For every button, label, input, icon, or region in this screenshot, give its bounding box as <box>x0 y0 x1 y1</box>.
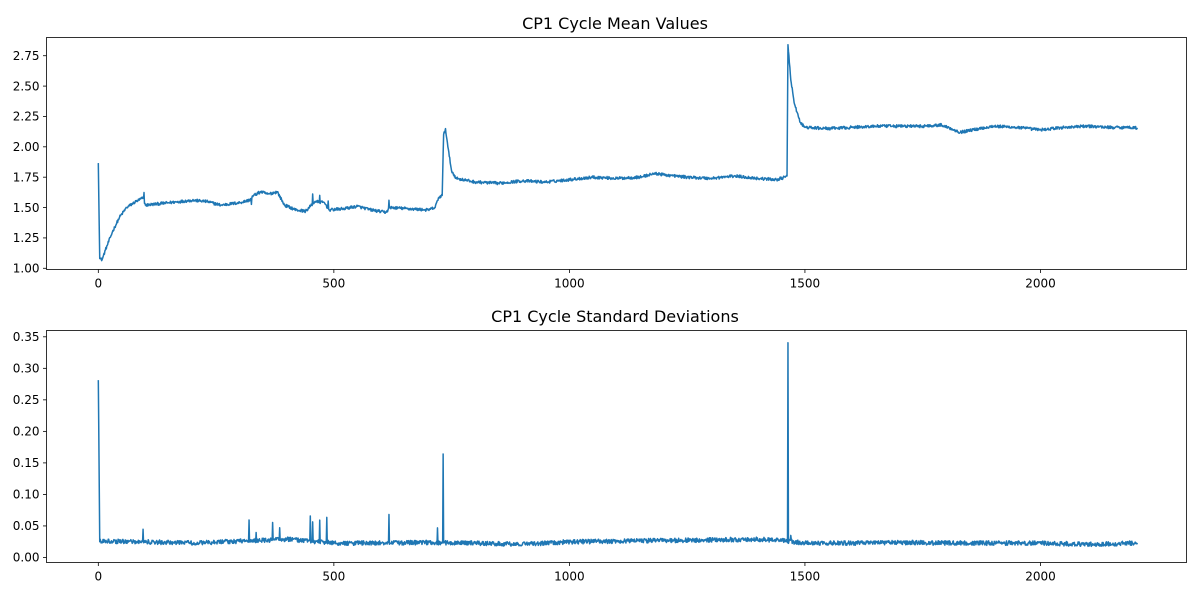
std-deviations-x-tick-label: 500 <box>322 570 345 584</box>
std-deviations-x-tick-label: 0 <box>94 570 102 584</box>
std-deviations-y-tick-label: 0.20 <box>13 425 40 439</box>
std-deviations-title: CP1 Cycle Standard Deviations <box>491 307 739 326</box>
mean-values-x-tick-label: 1000 <box>554 277 585 291</box>
std-deviations-panel: CP1 Cycle Standard Deviations 0 500 1000 15… <box>13 307 1187 584</box>
mean-values-y-tick-label: 1.50 <box>13 201 40 215</box>
std-deviations-y-tick-label: 0.05 <box>13 519 40 533</box>
mean-values-marks <box>97 44 1139 262</box>
std-deviations-y-tick-label: 0.10 <box>13 488 40 502</box>
mean-values-series-line <box>97 44 1139 262</box>
mean-values-x-tick-label: 2000 <box>1025 277 1056 291</box>
std-deviations-x-tick-label: 1500 <box>790 570 821 584</box>
mean-values-y-tick-label: 2.25 <box>13 110 40 124</box>
mean-values-x-tick-label: 0 <box>94 277 102 291</box>
std-deviations-x-tick-label: 2000 <box>1025 570 1056 584</box>
mean-values-y-tick-label: 2.00 <box>13 140 40 154</box>
std-deviations-ticks: 0 500 1000 1500 2000 0.00 0.05 0.10 0.15 0.20 0.25… <box>13 330 1056 583</box>
mean-values-y-tick-label: 1.25 <box>13 231 40 245</box>
std-deviations-y-tick-label: 0.00 <box>13 551 40 565</box>
std-deviations-y-tick-label: 0.25 <box>13 393 40 407</box>
mean-values-panel: CP1 Cycle Mean Values 0 500 1000 1500 2000 1.… <box>13 14 1187 291</box>
mean-values-axes-frame <box>46 37 1187 270</box>
std-deviations-y-tick-label: 0.35 <box>13 330 40 344</box>
mean-values-ticks: 0 500 1000 1500 2000 1.00 1.25 1.50 1.75 2.00 2.25… <box>13 49 1056 291</box>
std-deviations-series-line <box>97 341 1139 548</box>
mean-values-y-tick-label: 2.50 <box>13 79 40 93</box>
std-deviations-x-tick-label: 1000 <box>554 570 585 584</box>
std-deviations-axes-frame <box>46 330 1187 563</box>
mean-values-y-tick-label: 1.00 <box>13 261 40 275</box>
mean-values-y-tick-label: 1.75 <box>13 170 40 184</box>
std-deviations-marks <box>97 341 1139 548</box>
mean-values-title: CP1 Cycle Mean Values <box>522 14 708 33</box>
mean-values-x-tick-label: 1500 <box>790 277 821 291</box>
std-deviations-y-tick-label: 0.15 <box>13 456 40 470</box>
mean-values-y-tick-label: 2.75 <box>13 49 40 63</box>
mean-values-x-tick-label: 500 <box>322 277 345 291</box>
std-deviations-y-tick-label: 0.30 <box>13 362 40 376</box>
